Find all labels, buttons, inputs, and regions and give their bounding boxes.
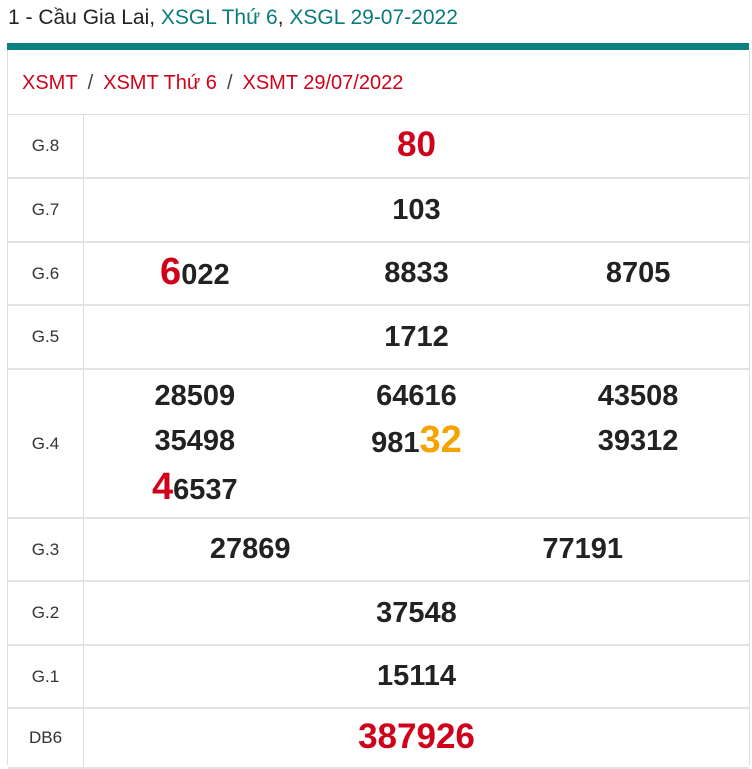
prize-number: 387926 xyxy=(84,715,749,761)
prize-label: G.2 xyxy=(8,582,84,644)
prize-numbers: 28509 64616 43508 35498 98132 39312 46537 xyxy=(84,370,749,517)
prize-numbers: 387926 xyxy=(84,709,749,767)
breadcrumb-sep: / xyxy=(87,72,94,94)
prize-number: 64616 xyxy=(306,375,528,418)
prize-number: 35498 xyxy=(84,420,306,463)
number-part: 80 xyxy=(397,125,436,164)
prize-label: G.5 xyxy=(8,306,84,368)
prize-row-g3: G.3 27869 77191 xyxy=(8,519,749,582)
number-part: 43508 xyxy=(597,379,679,412)
breadcrumb-xsmt[interactable]: XSMT xyxy=(22,72,78,94)
prize-numbers: 6022 8833 8705 xyxy=(84,243,749,304)
prize-number: 8833 xyxy=(306,252,528,295)
prize-row-db6: DB6 387926 xyxy=(8,709,749,769)
number-part: 387926 xyxy=(358,717,475,756)
number-part: 4 xyxy=(151,466,174,509)
prize-numbers: 80 xyxy=(84,115,749,177)
number-part: 8705 xyxy=(605,257,671,289)
prize-row-g8: G.8 80 xyxy=(8,115,749,179)
number-part: 39312 xyxy=(597,425,679,458)
prize-number: 43508 xyxy=(527,375,749,418)
prize-number: 27869 xyxy=(84,528,417,571)
prize-label: G.1 xyxy=(8,646,84,707)
prize-row-g1: G.1 15114 xyxy=(8,646,749,709)
xsgl-date-link[interactable]: XSGL 29-07-2022 xyxy=(289,6,458,29)
number-part: 6 xyxy=(160,250,182,293)
prize-numbers: 1712 xyxy=(84,306,749,368)
prize-number: 37548 xyxy=(84,592,749,635)
results-table: XSMT / XSMT Thứ 6 / XSMT 29/07/2022 G.8 80 G.7… xyxy=(7,50,750,769)
prize-numbers: 103 xyxy=(84,179,749,241)
number-part: 15114 xyxy=(376,660,457,692)
xsgl-weekday-link[interactable]: XSGL Thứ 6 xyxy=(160,6,278,29)
heading-text: 1 - Cầu Gia Lai, xyxy=(8,6,161,29)
number-part: 981 xyxy=(371,426,420,459)
number-part: 022 xyxy=(181,258,230,291)
number-part: 103 xyxy=(392,193,441,226)
number-part: 1712 xyxy=(384,320,449,353)
prize-row-g2: G.2 37548 xyxy=(8,582,749,646)
prize-numbers: 37548 xyxy=(84,582,749,644)
prize-number: 8705 xyxy=(527,252,749,295)
prize-label: G.6 xyxy=(8,243,84,304)
prize-number: 6022 xyxy=(84,251,306,297)
prize-label: G.8 xyxy=(8,115,84,177)
prize-number: 80 xyxy=(84,123,749,169)
number-part: 27869 xyxy=(209,533,291,565)
prize-number: 77191 xyxy=(417,528,750,571)
prize-numbers: 15114 xyxy=(84,646,749,707)
page-heading: 1 - Cầu Gia Lai, XSGL Thứ 6, XSGL 29-07-… xyxy=(8,6,458,30)
prize-row-g7: G.7 103 xyxy=(8,179,749,243)
number-part: 28509 xyxy=(154,379,236,412)
prize-number: 1712 xyxy=(84,316,749,359)
prize-number: 39312 xyxy=(527,420,749,463)
number-part: 37548 xyxy=(376,596,457,629)
prize-label: G.7 xyxy=(8,179,84,241)
prize-number: 103 xyxy=(84,189,749,232)
breadcrumb-weekday[interactable]: XSMT Thứ 6 xyxy=(103,72,217,94)
prize-number: 28509 xyxy=(84,375,306,418)
accent-bar xyxy=(7,43,749,50)
prize-row-g5: G.5 1712 xyxy=(8,306,749,370)
prize-number: 98132 xyxy=(306,419,528,465)
number-part: 77191 xyxy=(542,533,624,565)
breadcrumb-date[interactable]: XSMT 29/07/2022 xyxy=(242,72,404,94)
prize-label: G.3 xyxy=(8,519,84,580)
prize-label: DB6 xyxy=(8,709,84,767)
breadcrumb-sep: / xyxy=(226,72,233,94)
prize-row-g4: G.4 28509 64616 43508 35498 98132 39312 46537 xyxy=(8,370,749,519)
number-part: 35498 xyxy=(154,425,236,458)
number-part: 64616 xyxy=(376,379,457,412)
number-part: 32 xyxy=(419,418,462,461)
prize-number: 15114 xyxy=(84,655,749,698)
prize-label: G.4 xyxy=(8,370,84,517)
prize-numbers: 27869 77191 xyxy=(84,519,749,580)
breadcrumb: XSMT / XSMT Thứ 6 / XSMT 29/07/2022 xyxy=(8,50,749,115)
heading-sep: , xyxy=(277,6,290,29)
prize-row-g6: G.6 6022 8833 8705 xyxy=(8,243,749,306)
number-part: 8833 xyxy=(384,257,449,289)
prize-number: 46537 xyxy=(84,466,306,512)
number-part: 6537 xyxy=(173,474,238,507)
